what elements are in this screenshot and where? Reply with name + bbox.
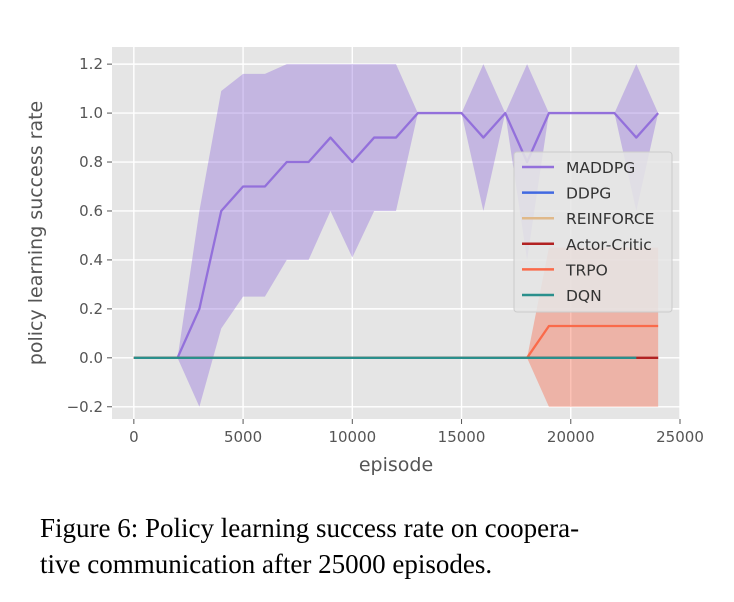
x-axis-label: episode — [359, 454, 433, 476]
legend-label: DQN — [566, 287, 602, 305]
legend-label: DDPG — [566, 185, 611, 203]
x-tick-label: 0 — [129, 428, 139, 446]
y-tick-label: −0.2 — [67, 398, 103, 416]
y-axis-label: policy learning success rate — [25, 101, 47, 365]
x-tick-label: 15000 — [438, 428, 486, 446]
x-tick-label: 20000 — [547, 428, 595, 446]
x-tick-label: 10000 — [328, 428, 376, 446]
series-lines — [133, 111, 660, 359]
legend-label: MADDPG — [566, 159, 635, 177]
y-tick-label: 0.6 — [79, 202, 103, 220]
legend-label: TRPO — [565, 261, 608, 279]
line-maddpg — [176, 111, 660, 359]
x-tick-label: 25000 — [656, 428, 704, 446]
x-axis-ticks: 0 5000 10000 15000 20000 25000 — [129, 419, 704, 446]
y-tick-label: 1.0 — [79, 104, 103, 122]
y-tick-label: 1.2 — [79, 55, 103, 73]
figure-caption: Figure 6: Policy learning success rate o… — [40, 510, 720, 582]
y-tick-label: 0.8 — [79, 153, 103, 171]
y-axis-ticks: −0.2 0.0 0.2 0.4 0.6 0.8 1.0 1.2 — [67, 55, 112, 416]
y-tick-label: 0.4 — [79, 251, 103, 269]
caption-line-1: Figure 6: Policy learning success rate o… — [40, 513, 580, 543]
legend-label: Actor-Critic — [566, 236, 652, 254]
legend: MADDPG DDPG REINFORCE Actor-Critic TRPO DQN — [513, 151, 673, 313]
caption-line-2: tive communication after 25000 episodes. — [40, 549, 493, 579]
chart: 0 5000 10000 15000 20000 25000 −0.2 0.0 0.2 0.4 0… — [25, 47, 704, 476]
x-tick-label: 5000 — [224, 428, 262, 446]
line-trpo — [133, 324, 659, 359]
legend-label: REINFORCE — [566, 210, 654, 228]
band-maddpg — [177, 64, 659, 407]
y-tick-label: 0.0 — [79, 349, 103, 367]
y-tick-label: 0.2 — [79, 300, 103, 318]
